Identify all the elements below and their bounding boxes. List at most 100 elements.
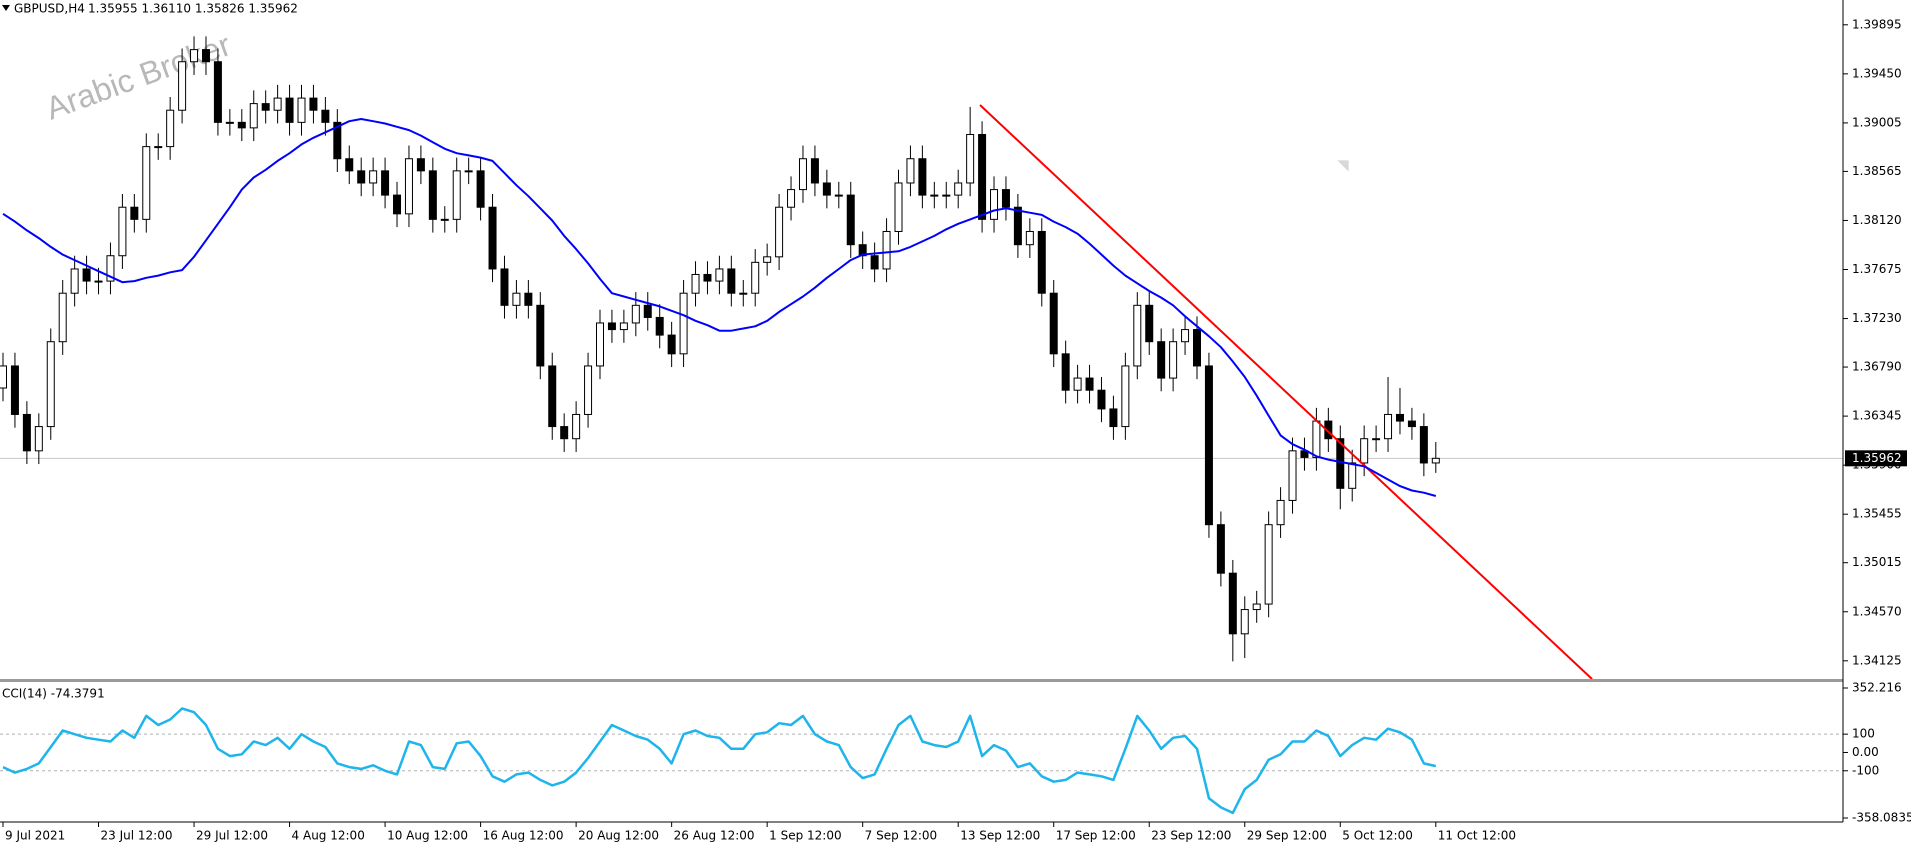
- candle-body: [190, 49, 199, 63]
- candle-body: [237, 121, 246, 129]
- candle-body: [858, 244, 867, 257]
- candle-body: [834, 194, 843, 197]
- ohlc-label: 1.35955 1.36110 1.35826 1.35962: [88, 2, 298, 16]
- candle-body: [321, 109, 330, 123]
- x-tick-label: 5 Oct 12:00: [1342, 829, 1413, 843]
- candle-body: [1109, 408, 1118, 428]
- candle-body: [846, 194, 855, 246]
- y-tick-label: 1.34570: [1852, 604, 1902, 618]
- candle-body: [1133, 304, 1142, 367]
- candle-body: [631, 304, 640, 324]
- candle-body: [166, 109, 175, 148]
- candle-body: [1431, 457, 1440, 464]
- x-tick-label: 1 Sep 12:00: [769, 829, 841, 843]
- candle-body: [930, 194, 939, 197]
- candle-body: [1288, 450, 1297, 501]
- candle-body: [1157, 341, 1166, 379]
- y-tick-label: 1.38565: [1852, 164, 1902, 178]
- candle-body: [404, 158, 413, 215]
- candle-body: [882, 230, 891, 270]
- y-tick-label: 1.37675: [1852, 262, 1902, 276]
- candle-body: [1300, 450, 1309, 458]
- candle-body: [1252, 603, 1261, 611]
- candle-body: [476, 170, 485, 208]
- trendline: [979, 104, 1593, 680]
- indicator-label: CCI(14) -74.3791: [2, 687, 105, 701]
- candle-body: [715, 268, 724, 282]
- candle-body: [954, 182, 963, 196]
- candle-body: [393, 194, 402, 215]
- candle-body: [345, 158, 354, 172]
- candle-body: [822, 182, 831, 196]
- candle-body: [1025, 230, 1034, 246]
- candle-body: [213, 61, 222, 123]
- candle-body: [1061, 353, 1070, 391]
- y-tick-label: 1.36345: [1852, 409, 1902, 423]
- candle-body: [1049, 292, 1058, 355]
- x-tick-label: 29 Jul 12:00: [196, 829, 268, 843]
- candle-body: [22, 413, 31, 452]
- candle-body: [70, 268, 79, 294]
- y-tick-label: -100: [1852, 763, 1879, 777]
- candle-body: [607, 322, 616, 331]
- x-tick-label: 7 Sep 12:00: [865, 829, 937, 843]
- candle-body: [727, 268, 736, 294]
- candle-body: [1348, 462, 1357, 489]
- candle-body: [500, 268, 509, 306]
- candle-body: [357, 170, 366, 184]
- candle-body: [643, 304, 652, 318]
- x-tick-label: 16 Aug 12:00: [483, 829, 564, 843]
- candle-body: [1169, 341, 1178, 379]
- candle-body: [488, 206, 497, 270]
- y-tick-label: 1.36790: [1852, 360, 1902, 374]
- candle-body: [464, 170, 473, 173]
- candle-body: [34, 426, 43, 452]
- candle-body: [428, 170, 437, 220]
- candle-body: [691, 273, 700, 294]
- candle-body: [440, 218, 449, 221]
- candle-body: [118, 206, 127, 257]
- candle-body: [655, 316, 664, 336]
- candle-body: [297, 97, 306, 123]
- candle-body: [1001, 189, 1010, 208]
- y-tick-label: -358.0835: [1852, 811, 1911, 825]
- candle-body: [0, 365, 7, 389]
- candle-body: [452, 170, 461, 220]
- candle-body: [1013, 206, 1022, 246]
- x-tick-label: 20 Aug 12:00: [578, 829, 659, 843]
- candle-body: [751, 261, 760, 294]
- last-price-label: 1.35962: [1852, 451, 1902, 465]
- candle-body: [333, 121, 342, 160]
- candle-body: [94, 280, 103, 283]
- candle-body: [142, 146, 151, 220]
- candle-body: [1360, 438, 1369, 464]
- candle-body: [309, 97, 318, 111]
- candle-body: [906, 158, 915, 184]
- candle-body: [703, 273, 712, 282]
- candle-body: [536, 304, 545, 367]
- candle-body: [739, 292, 748, 295]
- x-tick-label: 23 Sep 12:00: [1151, 829, 1231, 843]
- y-tick-label: 1.38120: [1852, 213, 1902, 227]
- y-tick-label: 1.39450: [1852, 66, 1902, 80]
- candle-body: [416, 158, 425, 172]
- candle-body: [46, 341, 55, 428]
- candle-body: [369, 170, 378, 184]
- candle-body: [261, 103, 270, 111]
- candle-body: [1312, 420, 1321, 458]
- y-tick-label: 0.00: [1852, 745, 1879, 759]
- menu-arrow[interactable]: [2, 5, 10, 11]
- y-tick-label: 352.216: [1852, 681, 1902, 695]
- candle-body: [679, 292, 688, 355]
- candle-body: [1240, 609, 1249, 635]
- candle-body: [130, 206, 139, 220]
- last-price-tag: [1845, 450, 1907, 467]
- y-tick-label: 1.34125: [1852, 653, 1902, 667]
- candle-body: [1419, 426, 1428, 464]
- candle-body: [178, 61, 187, 111]
- candle-body: [1324, 420, 1333, 440]
- price-pane: [0, 36, 1843, 772]
